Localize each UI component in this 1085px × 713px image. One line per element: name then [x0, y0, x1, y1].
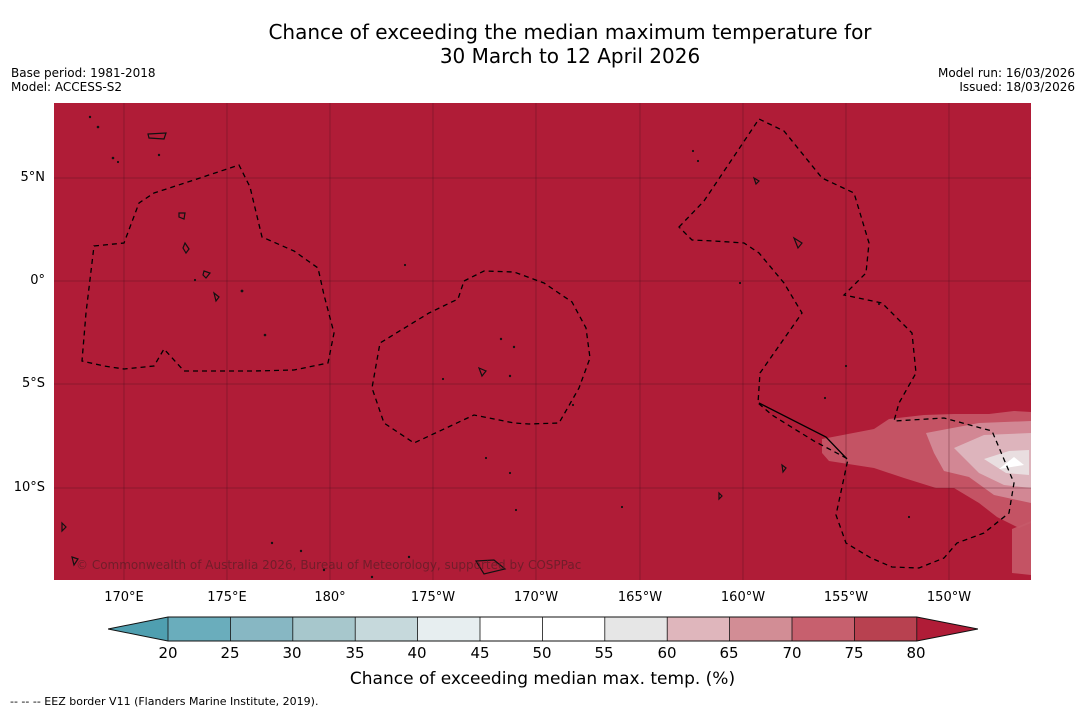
colorbar-segment — [729, 617, 792, 641]
map-panel — [54, 103, 1031, 580]
colorbar-segment — [417, 617, 480, 641]
x-tick-165w: 165°W — [617, 590, 663, 605]
colorbar-tick: 40 — [407, 644, 427, 662]
colorbar-tick: 35 — [345, 644, 365, 662]
x-tick-160w: 160°W — [720, 590, 766, 605]
colorbar-segment — [792, 617, 855, 641]
x-tick-175w: 175°W — [410, 590, 456, 605]
colorbar — [108, 616, 978, 642]
title-line-2: 30 March to 12 April 2026 — [439, 44, 701, 68]
x-tick-150w: 150°W — [926, 590, 972, 605]
colorbar-tick: 20 — [158, 644, 178, 662]
eez-borders — [81, 118, 1015, 569]
meta-right: Model run: 16/03/2026 Issued: 18/03/2026 — [938, 66, 1075, 94]
heat-anomaly — [822, 411, 1031, 575]
x-tick-155w: 155°W — [823, 590, 869, 605]
colorbar-tick: 60 — [657, 644, 677, 662]
colorbar-segment — [292, 617, 356, 641]
eez-note: -- -- -- EEZ border V11 (Flanders Marine… — [10, 695, 319, 708]
chart-title: Chance of exceeding the median maximum t… — [0, 20, 1085, 68]
colorbar-segment — [230, 617, 293, 641]
colorbar-tick: 70 — [782, 644, 802, 662]
issued-date: Issued: 18/03/2026 — [959, 80, 1075, 94]
base-period: Base period: 1981-2018 — [11, 66, 156, 80]
colorbar-tick: 30 — [282, 644, 302, 662]
model-run: Model run: 16/03/2026 — [937, 66, 1075, 80]
island-outlines — [61, 132, 803, 575]
y-tick-5s: 5°S — [21, 376, 45, 391]
colorbar-low-arrow — [108, 617, 168, 641]
meta-left: Base period: 1981-2018 Model: ACCESS-S2 — [11, 66, 156, 94]
x-tick-170w: 170°W — [513, 590, 559, 605]
colorbar-segment — [667, 617, 730, 641]
colorbar-label: Chance of exceeding median max. temp. (%… — [349, 669, 736, 689]
colorbar-tick: 25 — [220, 644, 240, 662]
colorbar-segment — [854, 617, 917, 641]
colorbar-segment — [604, 617, 668, 641]
y-tick-5n: 5°N — [20, 170, 46, 185]
colorbar-segment — [542, 617, 605, 641]
colorbar-segment — [168, 617, 231, 641]
colorbar-tick: 65 — [719, 644, 739, 662]
colorbar-tick: 80 — [906, 644, 926, 662]
colorbar-segment — [355, 617, 418, 641]
colorbar-dividers — [167, 617, 918, 641]
colorbar-tick: 50 — [532, 644, 552, 662]
colorbar-tick: 45 — [470, 644, 490, 662]
map-copyright: © Commonwealth of Australia 2026, Bureau… — [76, 558, 582, 572]
y-tick-0: 0° — [30, 273, 45, 288]
x-tick-180: 180° — [314, 590, 346, 605]
title-line-1: Chance of exceeding the median maximum t… — [268, 20, 872, 44]
colorbar-tick: 55 — [594, 644, 614, 662]
map-svg — [54, 103, 1031, 580]
x-tick-170e: 170°E — [104, 590, 144, 605]
graticule — [54, 103, 1031, 580]
model-name: Model: ACCESS-S2 — [11, 80, 123, 94]
colorbar-high-arrow — [916, 617, 978, 641]
colorbar-tick: 75 — [844, 644, 864, 662]
small-islands — [88, 115, 911, 579]
x-tick-175e: 175°E — [207, 590, 247, 605]
map-background — [54, 103, 1031, 580]
y-tick-10s: 10°S — [13, 480, 45, 495]
colorbar-segment — [480, 617, 543, 641]
